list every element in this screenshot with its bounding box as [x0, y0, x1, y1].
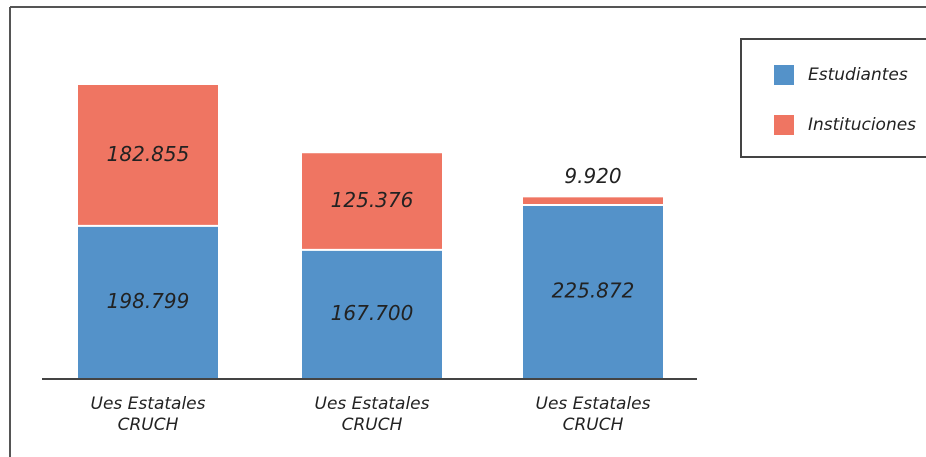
value-label: 182.855 — [107, 142, 190, 166]
value-label: 225.872 — [552, 279, 635, 303]
bar-segment — [302, 249, 442, 379]
x-tick-label: Ues Estatales CRUCH — [535, 394, 651, 435]
legend-swatch — [774, 115, 794, 135]
bar-segment — [78, 85, 218, 226]
legend-swatch — [774, 65, 794, 85]
bar-segment — [523, 205, 663, 379]
value-label: 167.700 — [331, 301, 414, 325]
x-tick-label: Ues Estatales CRUCH — [314, 394, 430, 435]
value-label: 198.799 — [107, 289, 190, 313]
x-tick-label: Ues Estatales CRUCH — [90, 394, 206, 435]
bar-segment — [523, 197, 663, 206]
legend-label: Estudiantes — [808, 65, 908, 85]
bars — [78, 85, 663, 379]
bar-segment — [78, 225, 218, 379]
value-label: 125.376 — [331, 188, 414, 212]
value-label: 9.920 — [564, 164, 621, 188]
legend-label: Instituciones — [808, 115, 916, 135]
bar-segment — [302, 153, 442, 250]
legend-box — [740, 38, 926, 158]
